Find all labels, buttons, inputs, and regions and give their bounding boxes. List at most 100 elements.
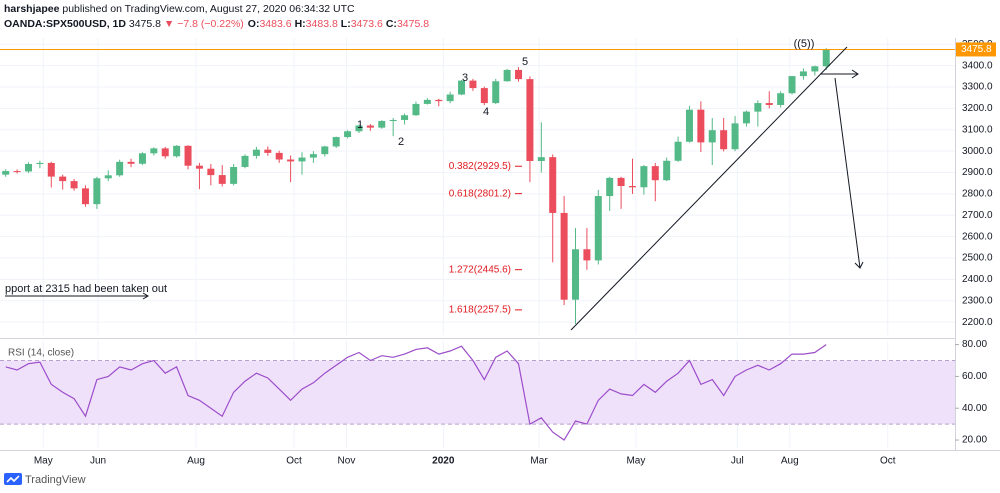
x-tick-label: May — [626, 456, 645, 467]
x-tick-label: Oct — [880, 456, 896, 467]
candle-body — [469, 80, 477, 89]
candle-body — [93, 178, 101, 205]
y-tick-label: 80.00 — [962, 339, 987, 350]
fib-label: 0.382(2929.5) — [449, 161, 511, 172]
candle-body — [458, 80, 466, 95]
candle-body — [617, 177, 625, 187]
candle-body — [138, 153, 146, 164]
candle-body — [754, 103, 762, 112]
arrow-head — [851, 69, 859, 79]
candle-body — [195, 165, 203, 169]
candle-body — [742, 111, 750, 124]
candle-body — [173, 145, 181, 157]
y-tick-label: 3100.0 — [962, 124, 993, 135]
y-tick-label: 2700.0 — [962, 210, 993, 221]
candle-body — [264, 149, 272, 153]
time-axis-border — [0, 450, 1000, 451]
candle-body — [412, 103, 420, 116]
arrow-head — [142, 292, 149, 300]
candle-body — [13, 171, 21, 173]
wave-label: ((5)) — [794, 38, 815, 50]
candle-body — [731, 123, 739, 150]
published: published on TradingView.com, August 27,… — [62, 3, 355, 15]
arrow — [834, 77, 861, 269]
rsi-band — [0, 360, 955, 425]
wave-label: 4 — [483, 106, 489, 118]
candle-body — [811, 66, 819, 72]
change: ▼ −7.8 (−0.22%) — [163, 18, 244, 30]
wave-label: 1 — [357, 119, 363, 131]
candle-body — [59, 176, 67, 182]
candle-body — [606, 177, 614, 197]
axis-border — [955, 38, 956, 450]
logo-mark — [6, 475, 20, 483]
x-tick-label: Jul — [731, 456, 744, 467]
candle-body — [366, 125, 374, 128]
last-price-label: 3475.8 — [961, 44, 992, 55]
candle-body — [309, 154, 317, 158]
candle-body — [184, 145, 192, 166]
candle-body — [480, 88, 488, 104]
candle-body — [378, 121, 386, 128]
y-tick-label: 60.00 — [962, 371, 987, 382]
candle-body — [685, 109, 693, 142]
candle-body — [401, 115, 409, 120]
wave-label: 2 — [398, 136, 404, 148]
y-tick-label: 3300.0 — [962, 82, 993, 93]
candle-body — [651, 166, 659, 181]
candle-body — [116, 161, 124, 176]
ohlc-key: O: — [247, 18, 260, 30]
candle-body — [822, 49, 830, 67]
brand: TradingView — [25, 474, 86, 486]
y-tick-label: 2400.0 — [962, 274, 993, 285]
candle-body — [47, 162, 55, 177]
candle-body — [663, 160, 671, 181]
x-tick-label: Nov — [338, 456, 356, 467]
last: 3475.8 — [128, 18, 161, 30]
candle-body — [515, 69, 523, 80]
y-tick-label: 3200.0 — [962, 103, 993, 114]
candle-body — [81, 188, 89, 205]
x-tick-label: Aug — [187, 456, 205, 467]
candle-body — [788, 76, 796, 94]
candle-body — [537, 157, 545, 161]
trend-line — [570, 46, 848, 331]
header-line-2: OANDA:SPX500USD, 1D 3475.8 ▼ −7.8 (−0.22… — [4, 17, 429, 32]
candle-body — [36, 162, 44, 164]
candle-body — [275, 152, 283, 160]
candle-body — [799, 71, 807, 77]
candle-body — [640, 166, 648, 188]
fib-label: 1.272(2445.6) — [449, 264, 511, 275]
candle-body — [777, 93, 785, 105]
ohlc-value: 3473.6 — [350, 18, 383, 30]
candle-body — [104, 175, 112, 179]
candle-body — [207, 168, 215, 176]
plot — [0, 38, 955, 448]
ohlc-value: 3475.8 — [396, 18, 430, 30]
candle-body — [765, 103, 773, 105]
y-tick-label: 2600.0 — [962, 231, 993, 242]
y-tick-label: 2300.0 — [962, 295, 993, 306]
candle-body — [355, 125, 363, 132]
note: pport at 2315 had been taken out — [5, 283, 167, 295]
y-tick-label: 2800.0 — [962, 189, 993, 200]
last-price-box — [956, 42, 996, 57]
fib-label: 1.618(2257.5) — [449, 305, 511, 316]
y-tick-label: 2500.0 — [962, 253, 993, 264]
wave-label: 3 — [462, 72, 468, 84]
candle-body — [252, 149, 260, 156]
candle-body — [344, 131, 352, 138]
candle-body — [150, 148, 158, 154]
candle-body — [526, 79, 534, 161]
author: harshjapee — [4, 3, 60, 15]
candle-body — [230, 166, 238, 184]
candle-body — [560, 212, 568, 300]
y-tick-label: 2900.0 — [962, 167, 993, 178]
x-tick-label: Jun — [90, 456, 106, 467]
candle-body — [389, 119, 397, 122]
candle-body — [549, 157, 557, 213]
candle-body — [161, 148, 169, 157]
candle-body — [492, 81, 500, 104]
x-tick-label: 2020 — [432, 456, 455, 467]
